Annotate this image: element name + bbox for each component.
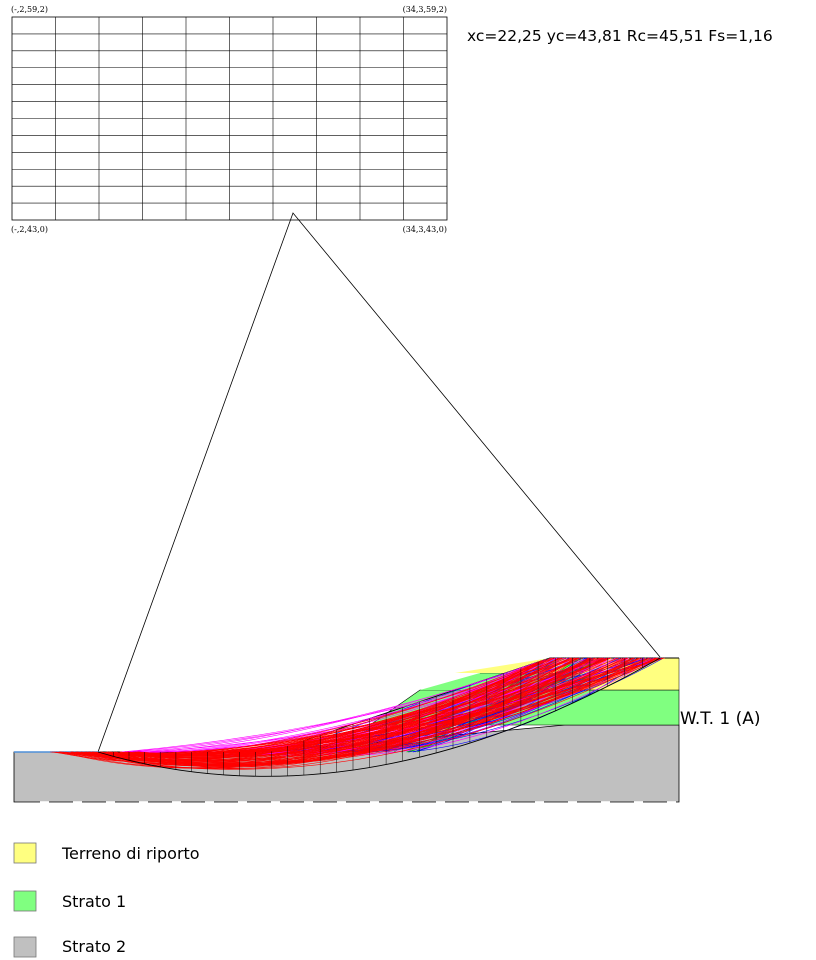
legend-label-strato-1: Strato 1 [62,892,126,911]
grid-corner-top-right: (34,3,59,2) [403,5,447,14]
legend-label-terreno: Terreno di riporto [61,844,200,863]
slip-surface-curve [119,657,633,756]
slip-surface-curve [136,660,541,753]
slip-surface-curve [135,657,635,758]
legend-swatch-terreno [13,842,37,864]
critical-slip-surface [97,657,661,777]
slip-surface-curve [122,657,556,753]
slip-surface-curve [115,657,561,767]
slip-surface-curve [200,657,553,753]
slip-surface-curve [60,657,579,769]
slip-surface-curve [71,657,571,757]
legend: Terreno di riporto Strato 1 Strato 2 [13,842,200,958]
center-search-grid [11,16,448,221]
grid-corner-top-left: (-,2,59,2) [11,5,48,14]
slip-surface-curve [74,657,657,770]
legend-swatch-strato-2 [13,936,37,958]
critical-circle-radii [97,212,661,753]
critical-surface-result: xc=22,25 yc=43,81 Rc=45,51 Fs=1,16 [467,27,773,45]
slip-surface-curve [123,657,565,753]
slip-surface-curve [93,657,592,770]
trial-slip-surfaces [50,657,665,770]
slip-surface-curve [62,657,578,765]
grid-corner-bottom-right: (34,3,43,0) [403,225,447,234]
slip-surface-curve [76,657,618,761]
grid-corner-bottom-left: (-,2,43,0) [11,225,48,234]
water-table-label: W.T. 1 (A) [680,709,761,729]
legend-label-strato-2: Strato 2 [62,937,126,956]
critical-surface-slices [97,657,661,777]
slip-surface-curve [124,657,664,757]
slip-surface-curve [101,657,635,765]
slip-surface-curve [115,657,657,767]
legend-swatch-strato-1 [13,890,37,912]
